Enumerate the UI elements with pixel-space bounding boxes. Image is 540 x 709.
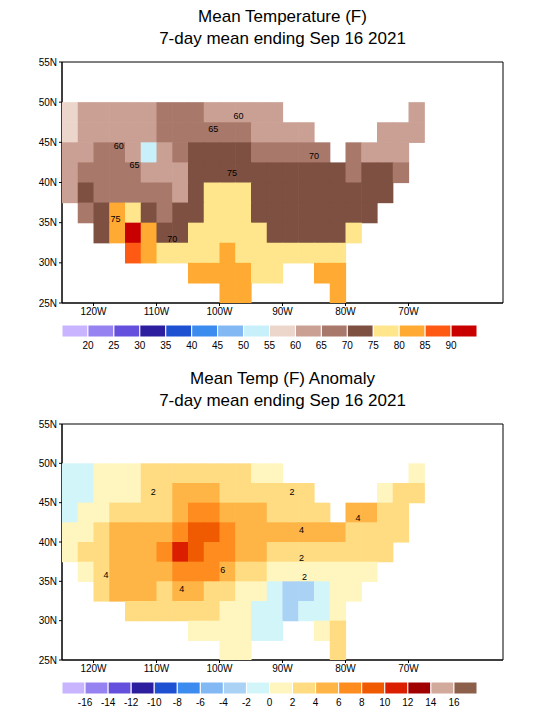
svg-text:30N: 30N: [39, 257, 57, 268]
svg-text:20: 20: [82, 340, 94, 351]
svg-text:80: 80: [394, 340, 406, 351]
svg-text:80W: 80W: [335, 306, 356, 317]
svg-text:45: 45: [212, 340, 224, 351]
svg-text:4: 4: [179, 584, 184, 594]
svg-text:120W: 120W: [80, 306, 107, 317]
svg-text:35: 35: [160, 340, 172, 351]
svg-text:55: 55: [264, 340, 276, 351]
svg-text:-12: -12: [124, 697, 139, 708]
svg-text:8: 8: [359, 697, 365, 708]
svg-text:110W: 110W: [144, 306, 170, 317]
svg-text:90: 90: [446, 340, 458, 351]
svg-text:70: 70: [342, 340, 354, 351]
svg-text:50N: 50N: [39, 458, 57, 469]
svg-text:45N: 45N: [39, 497, 57, 508]
svg-text:85: 85: [420, 340, 432, 351]
svg-text:35N: 35N: [39, 217, 57, 228]
svg-text:65: 65: [129, 160, 139, 170]
svg-text:60: 60: [290, 340, 302, 351]
svg-text:50N: 50N: [39, 97, 57, 108]
svg-text:35N: 35N: [39, 576, 57, 587]
svg-text:90W: 90W: [272, 306, 293, 317]
svg-text:40: 40: [186, 340, 198, 351]
svg-text:75: 75: [111, 214, 121, 224]
html-text:Mean Temperature (F): Mean Temperature (F): [198, 7, 367, 26]
html-text:7-day mean ending Sep 16 2021: 7-day mean ending Sep 16 2021: [159, 391, 406, 410]
svg-text:-16: -16: [78, 697, 93, 708]
svg-text:110W: 110W: [144, 663, 170, 674]
svg-text:100W: 100W: [206, 306, 233, 317]
svg-text:4: 4: [104, 570, 109, 580]
svg-text:70: 70: [167, 234, 177, 244]
svg-text:100W: 100W: [206, 663, 233, 674]
html-text:Mean Temp (F) Anomaly: Mean Temp (F) Anomaly: [190, 369, 375, 388]
svg-text:-6: -6: [196, 697, 205, 708]
svg-text:90W: 90W: [272, 663, 293, 674]
svg-text:2: 2: [299, 553, 304, 563]
svg-text:-14: -14: [101, 697, 116, 708]
svg-text:70W: 70W: [398, 306, 419, 317]
svg-text:60: 60: [233, 111, 243, 121]
svg-text:4: 4: [356, 513, 361, 523]
svg-text:50: 50: [238, 340, 250, 351]
svg-text:12: 12: [402, 697, 414, 708]
svg-text:65: 65: [316, 340, 328, 351]
svg-text:55N: 55N: [39, 57, 57, 68]
svg-text:55N: 55N: [39, 419, 57, 430]
svg-text:65: 65: [208, 124, 218, 134]
svg-text:75: 75: [368, 340, 380, 351]
svg-text:40N: 40N: [39, 177, 57, 188]
svg-text:-8: -8: [173, 697, 182, 708]
svg-text:0: 0: [267, 697, 273, 708]
svg-text:2: 2: [290, 697, 296, 708]
svg-text:-2: -2: [242, 697, 251, 708]
svg-text:10: 10: [379, 697, 391, 708]
svg-text:70W: 70W: [398, 663, 419, 674]
svg-text:2: 2: [289, 487, 294, 497]
svg-text:16: 16: [448, 697, 460, 708]
svg-text:60: 60: [114, 141, 124, 151]
svg-text:120W: 120W: [80, 663, 107, 674]
svg-text:6: 6: [336, 697, 342, 708]
svg-text:4: 4: [299, 525, 304, 535]
svg-text:-4: -4: [219, 697, 228, 708]
svg-text:40N: 40N: [39, 537, 57, 548]
svg-text:25N: 25N: [39, 655, 57, 666]
html-text:7-day mean ending Sep 16 2021: 7-day mean ending Sep 16 2021: [159, 29, 406, 48]
svg-text:75: 75: [227, 168, 237, 178]
svg-text:6: 6: [220, 565, 225, 575]
svg-text:-10: -10: [147, 697, 162, 708]
svg-text:4: 4: [313, 697, 319, 708]
svg-text:2: 2: [151, 487, 156, 497]
svg-text:70: 70: [309, 151, 319, 161]
svg-text:30N: 30N: [39, 615, 57, 626]
svg-text:45N: 45N: [39, 137, 57, 148]
svg-text:30: 30: [134, 340, 146, 351]
svg-text:2: 2: [302, 572, 307, 582]
svg-text:25: 25: [108, 340, 120, 351]
svg-text:80W: 80W: [335, 663, 356, 674]
svg-text:14: 14: [425, 697, 437, 708]
svg-text:25N: 25N: [39, 298, 57, 309]
